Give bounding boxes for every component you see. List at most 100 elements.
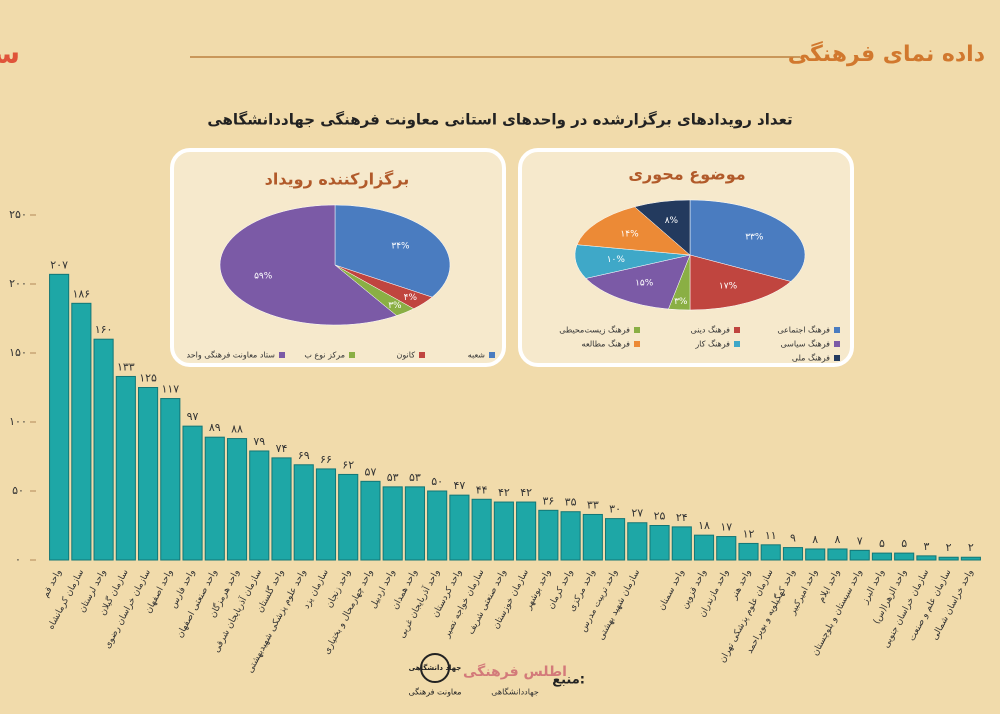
bar [493, 501, 514, 561]
y-tick-label: ۲۵۰ [9, 208, 27, 221]
pie: ۳۳% ۱۷% ۳% ۱۵% ۱۰% ۱۴% ۸% فرهنگ اجتماعی فرهنگ دی… [559, 199, 840, 363]
value-label: ۱۶۰ [95, 323, 113, 336]
bar [249, 450, 270, 561]
value-label: ۲۰۷ [50, 258, 68, 271]
bar [516, 501, 537, 561]
bar [204, 436, 225, 561]
pie-title: برگزارکننده رویداد [265, 170, 410, 189]
slice-label: ۳۴% [391, 242, 410, 252]
legend-label: کانون [397, 351, 416, 360]
legend-label: فرهنگ ملی [792, 353, 830, 363]
legend-swatch [734, 341, 740, 347]
bar [960, 556, 981, 561]
legend-swatch [834, 341, 840, 347]
value-label: ۸ [834, 533, 840, 546]
bar [605, 518, 626, 561]
slice-label: ۸% [665, 216, 679, 226]
bar [382, 486, 403, 561]
legend-swatch [489, 352, 495, 358]
logo-subtext: جهاددانشگاهی [491, 687, 539, 697]
legend-label: ستاد معاونت فرهنگی واحد [187, 350, 276, 360]
y-tick-label: ۰ [15, 553, 21, 566]
value-label: ۳۰ [609, 503, 621, 516]
bar [760, 544, 781, 561]
value-label: ۷۹ [253, 435, 265, 448]
logo-emblem [420, 653, 450, 683]
value-label: ۵۳ [387, 471, 399, 484]
legend-swatch [834, 355, 840, 361]
bar [649, 525, 670, 561]
value-label: ۵۷ [365, 465, 377, 478]
value-label: ۵ [901, 537, 907, 550]
bar [782, 547, 804, 561]
value-label: ۸ [812, 533, 818, 546]
bar [360, 480, 381, 561]
y-tick-label: ۱۰۰ [9, 415, 27, 428]
slice-label: ۱۰% [607, 255, 626, 265]
bar [182, 425, 203, 561]
slice-label: ۳% [388, 301, 402, 311]
value-label: ۶۹ [298, 449, 310, 462]
slice-label: ۱۴% [620, 229, 639, 239]
pie-title: موضوع محوری [628, 165, 745, 184]
value-label: ۴۴ [476, 483, 488, 496]
legend-label: فرهنگ کار [694, 339, 730, 349]
bar [226, 438, 248, 561]
bar [49, 273, 70, 561]
bar [916, 555, 937, 561]
y-tick-label: ۲۰۰ [9, 277, 27, 290]
logo-text: اطلس فرهنگی [463, 663, 567, 680]
bar [894, 552, 915, 561]
value-label: ۱۱۷ [161, 383, 179, 396]
legend-swatch [834, 327, 840, 333]
bar [716, 536, 737, 561]
value-label: ۱۸ [698, 519, 710, 532]
value-label: ۵ [879, 537, 885, 550]
value-label: ۱۲۵ [139, 372, 157, 385]
value-label: ۱۱ [765, 529, 777, 542]
bar [627, 522, 648, 561]
slice-label: ۴% [404, 293, 418, 303]
bar [427, 490, 448, 561]
value-label: ۷ [857, 534, 863, 547]
value-label: ۶۶ [320, 453, 332, 466]
pie-slice [574, 244, 691, 279]
value-label: ۵۳ [409, 471, 421, 484]
value-label: ۴۷ [453, 479, 465, 492]
value-label: ۵۰ [431, 475, 443, 488]
pie-slice [219, 204, 398, 326]
header-title: داده نمای فرهنگی [788, 40, 985, 67]
legend-swatch [279, 352, 285, 358]
bar [671, 526, 692, 561]
value-label: ۱۷ [720, 521, 732, 534]
bar [827, 548, 848, 561]
legend-label: فرهنگ اجتماعی [777, 325, 830, 335]
value-label: ۹۷ [187, 410, 199, 423]
pie-slice [585, 254, 691, 310]
footer: منبع: اطلس فرهنگی جهاددانشگاهی جهاد دانش… [408, 653, 585, 697]
value-label: ۳ [923, 540, 929, 553]
legend-label: فرهنگ مطالعه [582, 339, 631, 349]
bar [338, 473, 359, 561]
value-label: ۷۴ [276, 442, 288, 455]
logo-text: جهاد دانشگاهی [409, 663, 462, 672]
bar [938, 556, 959, 561]
bar [805, 548, 826, 561]
pie-slice [689, 254, 792, 311]
bar [449, 494, 470, 561]
y-tick-label: ۱۵۰ [9, 346, 27, 359]
value-label: ۴۲ [520, 486, 532, 499]
value-label: ۱۲ [743, 527, 755, 540]
legend-label: شعبه [468, 351, 486, 360]
slice-label: ۱۵% [635, 279, 654, 289]
pie-slice [334, 204, 451, 298]
bar [115, 375, 136, 561]
value-label: ۳۳ [587, 498, 599, 511]
logo-subtext: معاونت فرهنگی [408, 687, 461, 697]
bar [560, 511, 581, 561]
legend-swatch [634, 341, 640, 347]
value-label: ۲ [968, 541, 974, 554]
slice-label: ۳% [674, 297, 688, 307]
legend-swatch [634, 327, 640, 333]
value-label: ۲۵ [654, 510, 666, 523]
